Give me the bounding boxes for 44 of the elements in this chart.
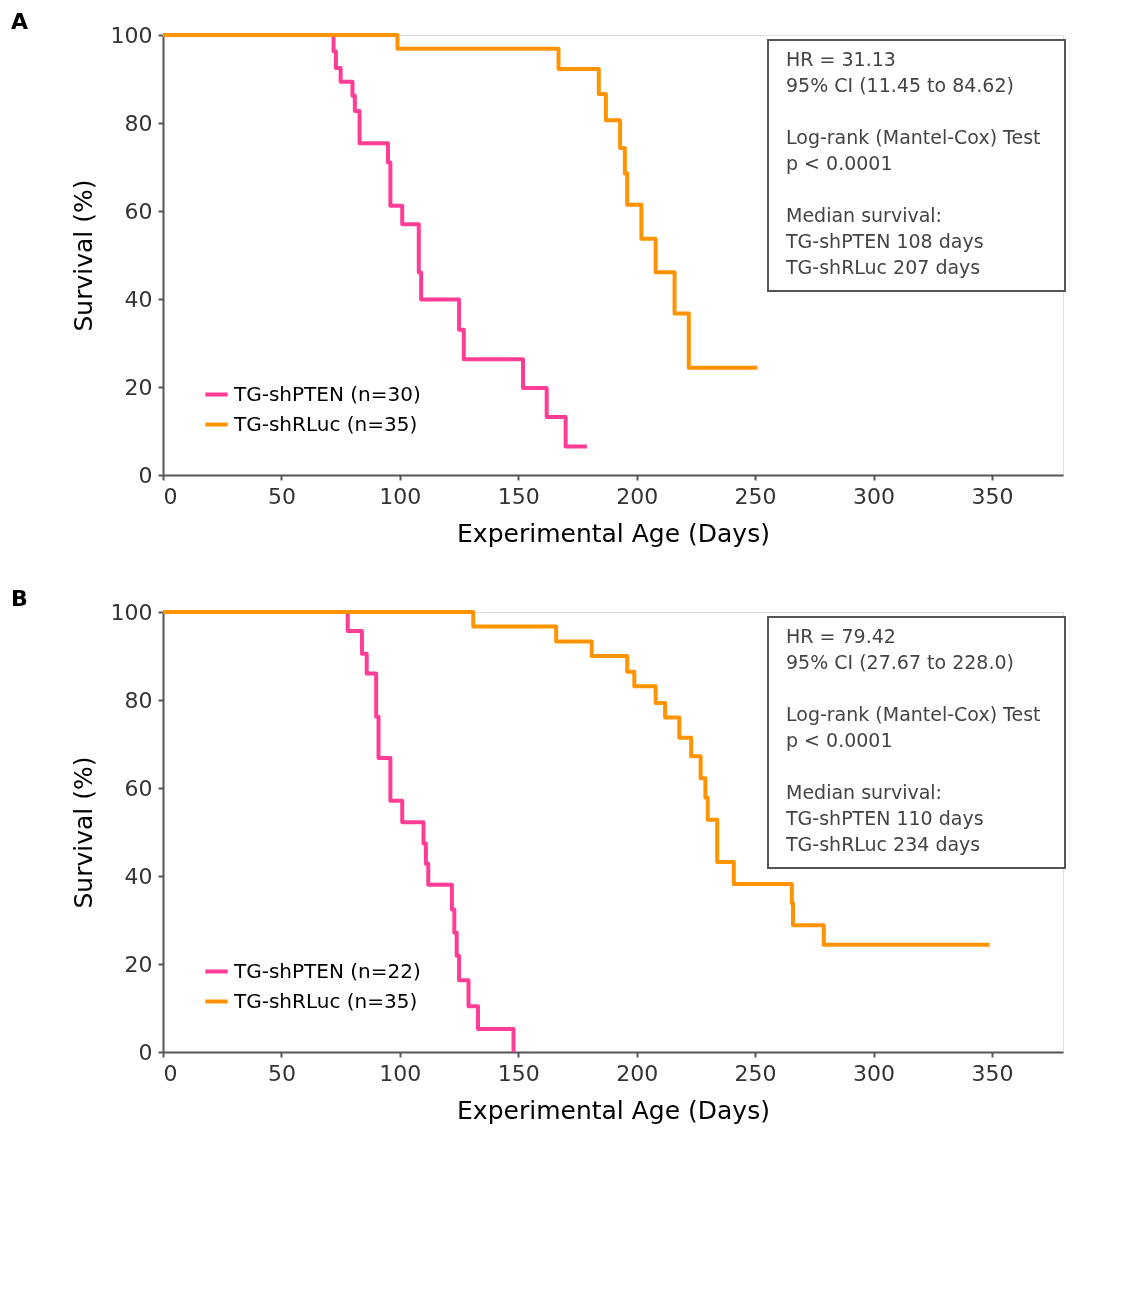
y-tick-label: 20 bbox=[124, 374, 153, 400]
y-tick-label: 100 bbox=[110, 599, 153, 625]
legend-label: TG-shRLuc (n=35) bbox=[233, 988, 418, 1013]
y-tick-label: 20 bbox=[124, 951, 153, 977]
y-axis-title: Survival (%) bbox=[68, 756, 98, 909]
y-tick-label: 80 bbox=[124, 110, 153, 136]
x-tick-label: 250 bbox=[734, 483, 777, 509]
x-axis-title: Experimental Age (Days) bbox=[457, 518, 770, 548]
y-tick-label: 0 bbox=[138, 1039, 153, 1065]
legend-label: TG-shPTEN (n=22) bbox=[233, 958, 421, 983]
annotation: Median survival: TG-shPTEN 110 days TG-shRLuc 234 days bbox=[785, 781, 984, 855]
annotation: HR = 79.42 95% CI (27.67 to 228.0) bbox=[786, 625, 1014, 673]
chart-title: B bbox=[11, 586, 28, 611]
x-tick-label: 300 bbox=[853, 1060, 896, 1086]
x-tick-label: 300 bbox=[853, 483, 896, 509]
x-tick-label: 0 bbox=[163, 483, 178, 509]
x-tick-label: 200 bbox=[616, 483, 659, 509]
x-tick-label: 200 bbox=[616, 1060, 659, 1086]
chart-title: A bbox=[11, 9, 29, 34]
x-tick-label: 100 bbox=[379, 483, 422, 509]
annotation: HR = 31.13 95% CI (11.45 to 84.62) bbox=[786, 48, 1014, 96]
annotation: Median survival: TG-shPTEN 108 days TG-shRLuc 207 days bbox=[785, 204, 984, 278]
x-tick-label: 150 bbox=[497, 483, 540, 509]
legend-label: TG-shRLuc (n=35) bbox=[233, 411, 418, 436]
y-tick-label: 60 bbox=[124, 775, 153, 801]
y-tick-label: 40 bbox=[124, 286, 153, 312]
y-tick-label: 60 bbox=[124, 198, 153, 224]
x-tick-label: 150 bbox=[497, 1060, 540, 1086]
x-tick-label: 350 bbox=[971, 483, 1014, 509]
x-tick-label: 100 bbox=[379, 1060, 422, 1086]
x-axis-title: Experimental Age (Days) bbox=[457, 1095, 770, 1125]
y-tick-label: 0 bbox=[138, 462, 153, 488]
x-tick-label: 50 bbox=[267, 483, 296, 509]
y-tick-label: 40 bbox=[124, 863, 153, 889]
x-tick-label: 0 bbox=[163, 1060, 178, 1086]
y-tick-label: 80 bbox=[124, 687, 153, 713]
legend-label: TG-shPTEN (n=30) bbox=[233, 381, 421, 406]
x-tick-label: 250 bbox=[734, 1060, 777, 1086]
y-tick-label: 100 bbox=[110, 22, 153, 48]
annotation: Log-rank (Mantel-Cox) Test p < 0.0001 bbox=[786, 126, 1041, 174]
annotation: Log-rank (Mantel-Cox) Test p < 0.0001 bbox=[786, 703, 1041, 751]
y-axis-title: Survival (%) bbox=[68, 179, 98, 332]
x-tick-label: 350 bbox=[971, 1060, 1014, 1086]
x-tick-label: 50 bbox=[267, 1060, 296, 1086]
